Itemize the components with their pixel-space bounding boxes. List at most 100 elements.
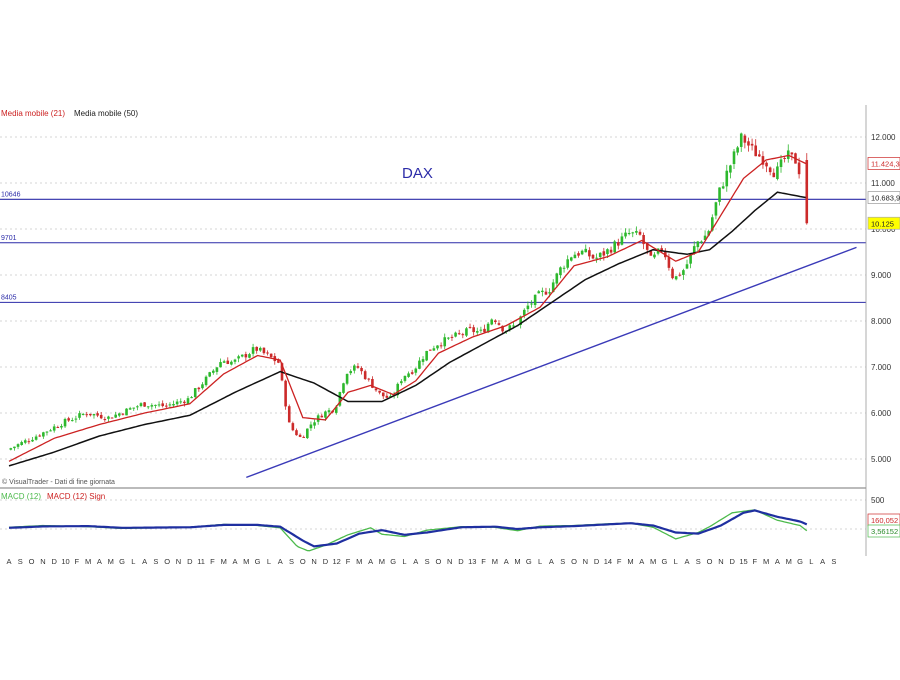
candle-body <box>172 403 175 406</box>
candle-body <box>711 217 714 231</box>
candle-body <box>161 403 164 407</box>
y-tick-label: 7.000 <box>871 363 892 372</box>
x-tick-label: F <box>481 557 486 566</box>
candle-body <box>747 141 750 146</box>
candle-body <box>248 354 251 358</box>
x-tick-label: F <box>75 557 80 566</box>
candle-body <box>765 162 768 167</box>
candle-body <box>49 430 52 432</box>
candle-body <box>425 350 428 361</box>
candle-body <box>103 419 107 421</box>
x-tick-label: A <box>639 557 644 566</box>
candle-body <box>631 232 635 234</box>
candle-body <box>580 250 584 255</box>
candle-body <box>146 406 150 408</box>
x-tick-label: A <box>368 557 373 566</box>
candle-body <box>287 406 291 423</box>
candle-body <box>52 426 56 431</box>
candle-body <box>164 405 168 407</box>
x-tick-label: M <box>85 557 91 566</box>
candle-body <box>208 372 211 377</box>
candle-body <box>638 231 642 235</box>
candle-body <box>360 367 363 372</box>
candle-body <box>143 402 146 407</box>
candle-body <box>461 334 465 336</box>
x-tick-label: 15 <box>739 557 747 566</box>
candle-body <box>721 186 725 189</box>
candle-body <box>345 373 349 384</box>
support-resistance-layer: 10646 9701 8405 <box>0 191 866 479</box>
candle-body <box>190 397 193 399</box>
x-tick-label: L <box>674 557 678 566</box>
candle-body <box>233 359 237 362</box>
x-tick-label: S <box>831 557 836 566</box>
x-tick-label: 10 <box>61 557 69 566</box>
candle-body <box>56 427 60 429</box>
candle-body <box>541 290 544 292</box>
chart-title: DAX <box>402 165 433 182</box>
signal-tag-box <box>867 524 900 538</box>
candle-body <box>783 157 786 159</box>
candles-layer <box>9 132 809 451</box>
candle-body <box>537 291 541 294</box>
candle-body <box>569 257 573 261</box>
x-tick-label: G <box>119 557 125 566</box>
candle-body <box>367 378 371 380</box>
candle-body <box>674 276 678 280</box>
candle-body <box>432 348 436 351</box>
candle-body <box>353 365 356 371</box>
x-tick-label: G <box>390 557 396 566</box>
candle-body <box>334 406 338 413</box>
x-tick-label: A <box>278 557 283 566</box>
candle-body <box>465 328 468 336</box>
candle-body <box>595 257 598 259</box>
candle-body <box>81 413 85 415</box>
candle-body <box>13 446 16 449</box>
price-tag: 10.683,9 <box>867 191 900 204</box>
candle-body <box>692 246 696 254</box>
candle-body <box>548 292 551 294</box>
candle-body <box>356 366 360 368</box>
candle-body <box>34 436 38 440</box>
candle-body <box>779 159 783 168</box>
candle-body <box>313 422 316 426</box>
grid-layer <box>0 136 866 530</box>
candle-body <box>240 354 244 357</box>
candle-body <box>212 370 215 373</box>
price-tag: 10.125 <box>867 216 900 230</box>
candle-body <box>649 250 653 256</box>
trendline <box>246 246 857 479</box>
candle-body <box>598 252 602 258</box>
level-label: 8405 <box>1 294 17 301</box>
legend-ma50: Media mobile (50) <box>74 109 138 118</box>
legend-signal: MACD (12) Sign <box>47 492 105 501</box>
candle-body <box>132 407 136 409</box>
x-tick-label: N <box>583 557 588 566</box>
candle-body <box>519 316 522 325</box>
candle-body <box>512 325 515 327</box>
x-tick-label: N <box>40 557 45 566</box>
x-tick-label: G <box>797 557 803 566</box>
candle-body <box>439 345 443 347</box>
candle-body <box>732 151 736 165</box>
candle-body <box>591 254 595 259</box>
x-tick-label: S <box>18 557 23 566</box>
x-tick-label: N <box>718 557 723 566</box>
x-tick-label: M <box>492 557 498 566</box>
candle-body <box>682 270 685 275</box>
x-tick-label: D <box>323 557 329 566</box>
candle-body <box>400 381 403 384</box>
candle-body <box>23 440 27 443</box>
candle-body <box>277 360 280 363</box>
x-tick-label: D <box>594 557 600 566</box>
x-tick-label: F <box>617 557 622 566</box>
price-tag-box <box>867 191 900 204</box>
candle-body <box>620 236 624 245</box>
candle-body <box>255 346 258 351</box>
x-tick-label: 11 <box>197 557 205 566</box>
candle-body <box>447 337 450 339</box>
moving-averages-layer <box>8 154 806 467</box>
candle-body <box>602 251 606 256</box>
candle-body <box>479 329 483 331</box>
